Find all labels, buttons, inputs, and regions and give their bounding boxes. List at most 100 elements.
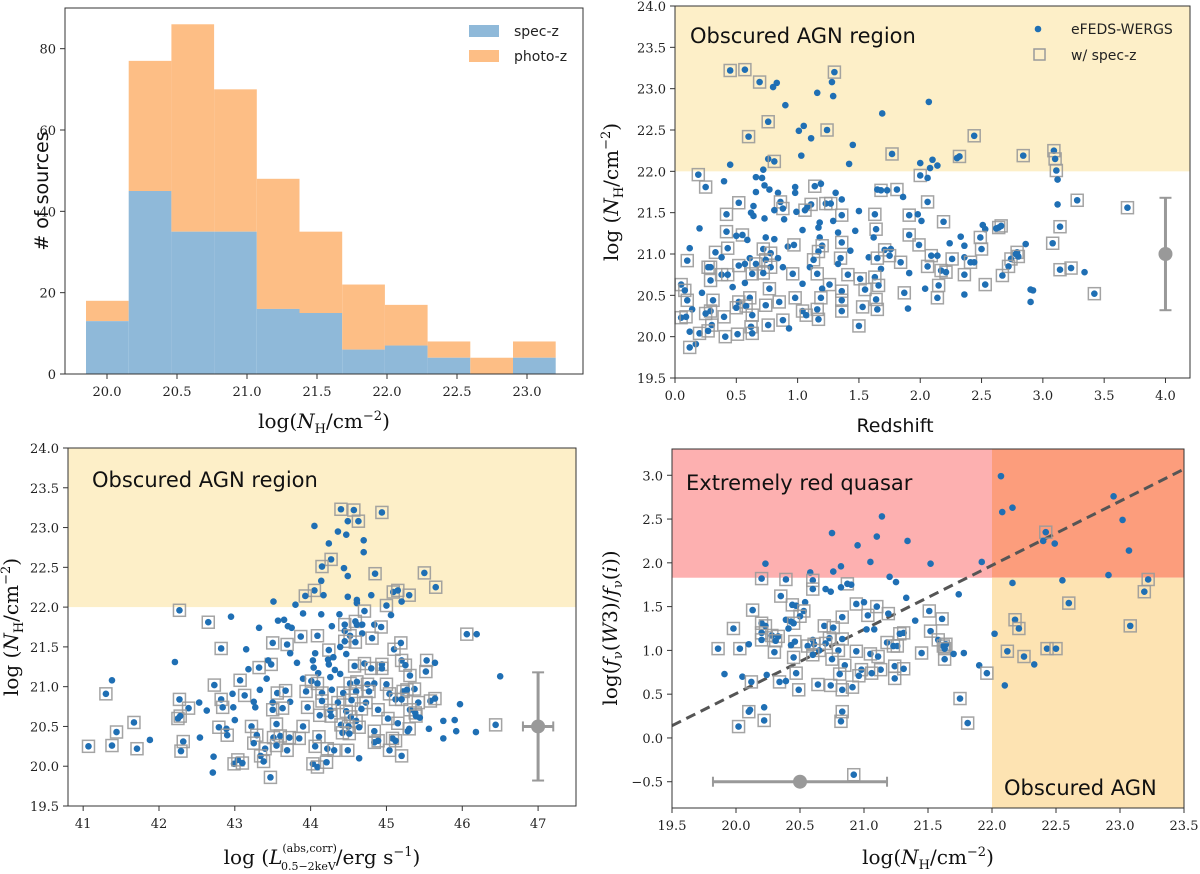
x-tick-label: 1.0 (787, 389, 808, 404)
spec-z-square-marker (233, 673, 247, 688)
data-point (791, 189, 799, 197)
data-point (828, 655, 836, 663)
spec-z-square-marker (779, 572, 793, 587)
data-point (827, 588, 835, 596)
spec-z-square-marker (402, 722, 416, 736)
spec-z-square-marker (756, 242, 771, 256)
spec-z-square-marker (838, 658, 852, 673)
spec-z-square-marker (331, 695, 345, 710)
y-tick-label: 19.5 (30, 800, 59, 815)
data-point (832, 189, 839, 197)
spec-z-square-marker (761, 114, 775, 129)
data-point (829, 217, 837, 225)
spec-z-square-marker (957, 267, 972, 282)
data-point (756, 78, 763, 86)
spec-z-square-marker (749, 257, 763, 271)
data-point (733, 304, 740, 312)
y-tick-label: 3.0 (642, 469, 663, 484)
spec-z-square-marker (788, 634, 802, 649)
spec-z-square-marker (869, 292, 883, 307)
data-point (1056, 266, 1064, 274)
data-point (746, 706, 754, 714)
data-point (342, 531, 350, 539)
spec-z-square-marker (1012, 621, 1026, 636)
legend-marker-spec-z (1033, 48, 1046, 61)
data-point (219, 704, 226, 711)
spec-z-square-marker (886, 639, 901, 653)
data-point (868, 669, 875, 677)
data-point (775, 298, 783, 306)
spec-z-square-marker (703, 260, 718, 274)
data-point (1011, 616, 1019, 624)
spec-z-square-marker (679, 310, 693, 324)
data-point (829, 568, 837, 575)
data-point (818, 285, 826, 293)
spec-z-square-marker (835, 304, 849, 318)
data-point (1144, 576, 1152, 583)
y-tick-label: 1.5 (642, 601, 663, 616)
data-point (813, 89, 821, 97)
data-point (744, 236, 751, 244)
x-tick-label: 41 (75, 817, 92, 832)
data-point (196, 734, 204, 741)
data-point (431, 659, 439, 667)
data-point (927, 627, 934, 635)
spec-z-square-marker (810, 267, 824, 281)
data-point (942, 268, 950, 276)
spec-z-square-marker (896, 662, 911, 676)
data-point (797, 152, 805, 159)
typical-error-bar (711, 774, 889, 789)
data-point (801, 598, 809, 606)
y-tick-label: 23.5 (30, 482, 59, 497)
spec-z-square-marker (364, 661, 379, 676)
data-point (302, 592, 309, 600)
spec-z-square-marker (324, 552, 338, 567)
data-point (327, 712, 335, 720)
data-point (269, 639, 277, 647)
data-point (799, 226, 806, 234)
spec-z-square-marker (945, 252, 959, 266)
spec-z-square-marker (256, 754, 271, 769)
spec-z-square-marker (324, 709, 338, 723)
data-point (741, 279, 749, 287)
data-point (886, 573, 893, 581)
data-point (921, 285, 929, 293)
nh-vs-luminosity-x-label: log (L(abs,corr) 0.5−2keV/erg s−1) (224, 842, 421, 873)
spec-z-square-marker (742, 704, 756, 719)
spec-z-square-marker (868, 207, 882, 222)
data-point (210, 753, 217, 760)
data-point (748, 270, 756, 278)
nh-vs-redshift-panel: Obscured AGN region 0.0 0.5 1.0 1.5 2.0 2.5 3.… (599, 0, 1191, 437)
data-point (315, 733, 323, 741)
data-point (739, 231, 746, 239)
spec-z-square-marker (897, 286, 912, 300)
data-point (748, 330, 756, 337)
color-vs-nh-panel: Extremely red quasar Obscured AGN 19.5 20… (598, 448, 1199, 873)
y-tick-label: 21.5 (637, 207, 666, 222)
data-point (344, 593, 352, 601)
data-point (686, 328, 694, 336)
data-point (496, 673, 504, 680)
spec-z-square-marker (428, 580, 443, 594)
data-point (838, 613, 846, 621)
nh-vs-redshift-frame (674, 5, 1191, 379)
data-point (377, 623, 385, 631)
spec-z-square-marker (680, 293, 695, 308)
y-tick-label: 21.5 (30, 641, 59, 656)
data-point (918, 217, 925, 225)
data-point (353, 678, 361, 686)
data-point (330, 653, 337, 661)
data-point (891, 675, 899, 682)
data-point (402, 661, 409, 669)
spec-z-square-marker (744, 675, 759, 689)
data-point (282, 687, 289, 694)
spec-z-square-marker (173, 709, 187, 723)
x-tick-label: 23.5 (1170, 819, 1199, 834)
nh-vs-luminosity-panel: Obscured AGN region 41 42 43 44 45 46 47 19.5 2… (0, 442, 577, 873)
data-point (236, 677, 244, 684)
data-point (1067, 264, 1075, 272)
spec-z-square-marker (869, 222, 883, 236)
spec-z-square-marker (294, 629, 308, 644)
data-point (355, 754, 363, 762)
data-point (217, 645, 225, 652)
